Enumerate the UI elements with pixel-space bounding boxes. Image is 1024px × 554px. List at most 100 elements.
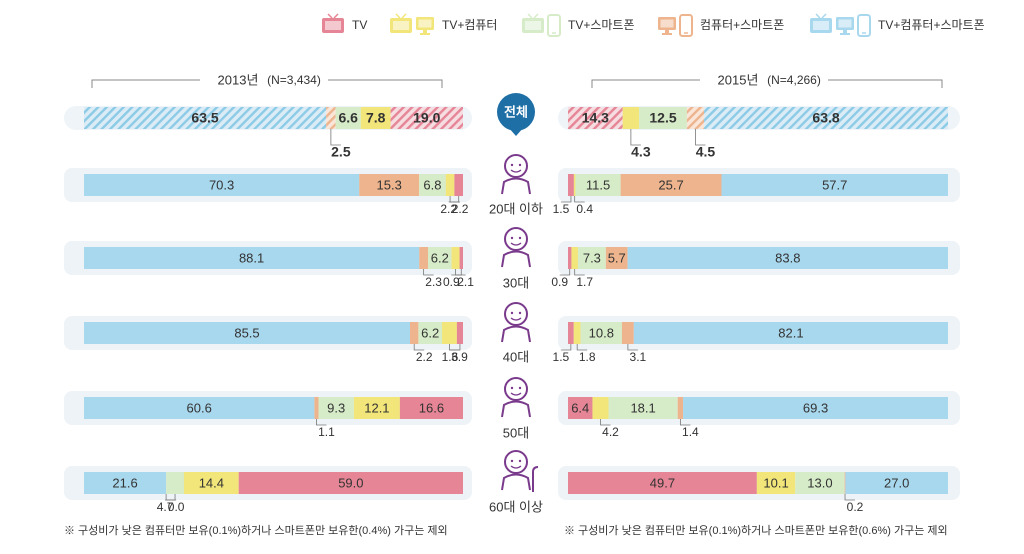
category-label-total: 전체 <box>504 104 528 119</box>
bar-segment-all_three <box>84 174 360 196</box>
data-label: 11.5 <box>586 177 610 192</box>
bar-segment-tv_smartphone <box>608 397 678 419</box>
data-label: 13.0 <box>807 475 832 490</box>
bar-segment-tv_smartphone <box>795 472 845 494</box>
leader-line <box>330 129 341 146</box>
data-label: 2.2 <box>416 350 433 364</box>
bar-segment-computer_smartphone <box>314 397 319 419</box>
bar-segment-tv_computer <box>592 397 609 419</box>
data-label: 14.3 <box>582 110 609 126</box>
leader-line <box>423 269 434 276</box>
data-label: 16.6 <box>419 400 444 415</box>
bar-segment-tv_smartphone <box>335 107 361 129</box>
data-label: 10.1 <box>763 475 788 490</box>
leader-line <box>165 494 176 501</box>
legend-label-tv_smartphone: TV+스마트폰 <box>568 18 635 32</box>
data-label: 0.0 <box>168 500 185 514</box>
category-label: 60대 이상 <box>489 499 543 514</box>
leader-line <box>576 344 588 351</box>
bar-segment-tv_smartphone <box>580 322 622 344</box>
data-label: 6.2 <box>431 250 449 265</box>
bar-segment-tv <box>568 174 574 196</box>
data-label: 4.5 <box>696 144 716 160</box>
data-label: 3.1 <box>630 350 647 364</box>
person-icon <box>501 302 531 343</box>
data-label: 2.2 <box>440 202 457 216</box>
legend-label-tv: TV <box>352 18 367 32</box>
bar-row-2015-5: 49.7 10.1 13.0 0.2 27.0 <box>558 466 960 514</box>
bar-row-2013-5: 21.6 0.04.7 14.4 59.0 <box>64 466 472 514</box>
category-label: 30대 <box>503 275 529 290</box>
data-label: 6.8 <box>423 177 441 192</box>
data-label: 7.8 <box>366 110 386 126</box>
data-label: 19.0 <box>413 110 440 126</box>
leader-line <box>574 269 585 276</box>
bar-segment-all_three <box>627 247 948 269</box>
tv-icon <box>322 13 344 33</box>
bar-segment-computer_smartphone <box>686 107 705 129</box>
data-label: 1.5 <box>553 350 570 364</box>
bar-row-2015-3: 1.5 1.8 10.8 3.1 82.1 <box>553 316 960 364</box>
legend-item-tv: TV <box>322 13 367 33</box>
leader-line <box>844 494 856 501</box>
data-label: 0.9 <box>443 275 460 289</box>
data-label: 2.1 <box>457 275 474 289</box>
leader-line <box>413 344 425 351</box>
data-label: 63.8 <box>812 110 839 126</box>
leader-line <box>316 419 327 426</box>
bar-segment-tv_computer <box>571 247 578 269</box>
bar-row-2013-4: 60.6 1.1 9.3 12.1 16.6 <box>64 391 472 439</box>
bars-layer: 63.52.56.6 7.8 19.070.3 15.3 6.82.22.288.12.… <box>64 106 960 514</box>
data-label: 14.4 <box>199 475 224 490</box>
bar-segment-tv_smartphone <box>166 472 184 494</box>
bar-segment-tv_computer <box>622 107 640 129</box>
data-label: 7.3 <box>583 250 601 265</box>
data-label: 5.7 <box>608 250 626 265</box>
bar-segment-tv <box>399 397 463 419</box>
bar-row-2013-3: 85.5 2.2 6.2 3.91.6 <box>64 316 472 364</box>
bar-segment-computer_smartphone <box>677 397 684 419</box>
monitor-icon <box>658 17 676 35</box>
data-label: 6.6 <box>338 110 358 126</box>
legend-item-computer_smartphone: 컴퓨터+스마트폰 <box>658 14 784 37</box>
bar-segment-all_three <box>683 397 948 419</box>
legend: TV TV+컴퓨터 TV+스마트폰 컴퓨터+스마트폰 TV+컴퓨터+스마트폰 <box>322 13 985 37</box>
category-label: 40대 <box>503 349 529 364</box>
data-label: 60.6 <box>187 400 212 415</box>
data-label: 2.3 <box>425 275 442 289</box>
bar-segment-tv_computer <box>756 472 796 494</box>
legend-item-tv_computer: TV+컴퓨터 <box>390 13 497 35</box>
data-label: 1.5 <box>553 202 570 216</box>
smartphone-icon <box>679 14 693 37</box>
data-label: 2.5 <box>331 144 351 160</box>
data-label: 82.1 <box>778 325 803 340</box>
leader-line <box>451 269 462 276</box>
data-label: 1.6 <box>442 350 459 364</box>
data-label: 0.4 <box>576 202 593 216</box>
bar-segment-computer_smartphone <box>620 174 722 196</box>
leader-line <box>449 344 461 351</box>
bar-segment-tv_computer <box>573 322 581 344</box>
legend-item-tv_smartphone: TV+스마트폰 <box>522 13 635 37</box>
bar-segment-tv_smartphone <box>419 174 446 196</box>
bar-segment-computer_smartphone <box>326 107 336 129</box>
leader-line <box>448 196 460 203</box>
sample-size-2015: (N=4,266) <box>767 73 821 87</box>
category-label: 20대 이하 <box>489 201 543 216</box>
data-label: 9.3 <box>327 400 345 415</box>
data-label: 4.7 <box>157 500 174 514</box>
legend-label-computer_smartphone: 컴퓨터+스마트폰 <box>700 18 784 32</box>
data-label: 63.5 <box>191 110 218 126</box>
data-label: 21.6 <box>112 475 137 490</box>
tv-icon <box>810 13 832 33</box>
bar-segment-tv <box>568 397 593 419</box>
data-label: 12.1 <box>364 400 389 415</box>
bar-segment-all_three <box>84 472 167 494</box>
year-label-2015: 2015년 <box>718 72 759 87</box>
year-header-2013: 2013년 (N=3,434) <box>91 72 443 88</box>
person-icon <box>501 377 531 418</box>
bar-segment-tv_smartphone <box>639 107 687 129</box>
bar-segment-tv_computer <box>183 472 239 494</box>
bar-segment-all_three <box>704 107 948 129</box>
